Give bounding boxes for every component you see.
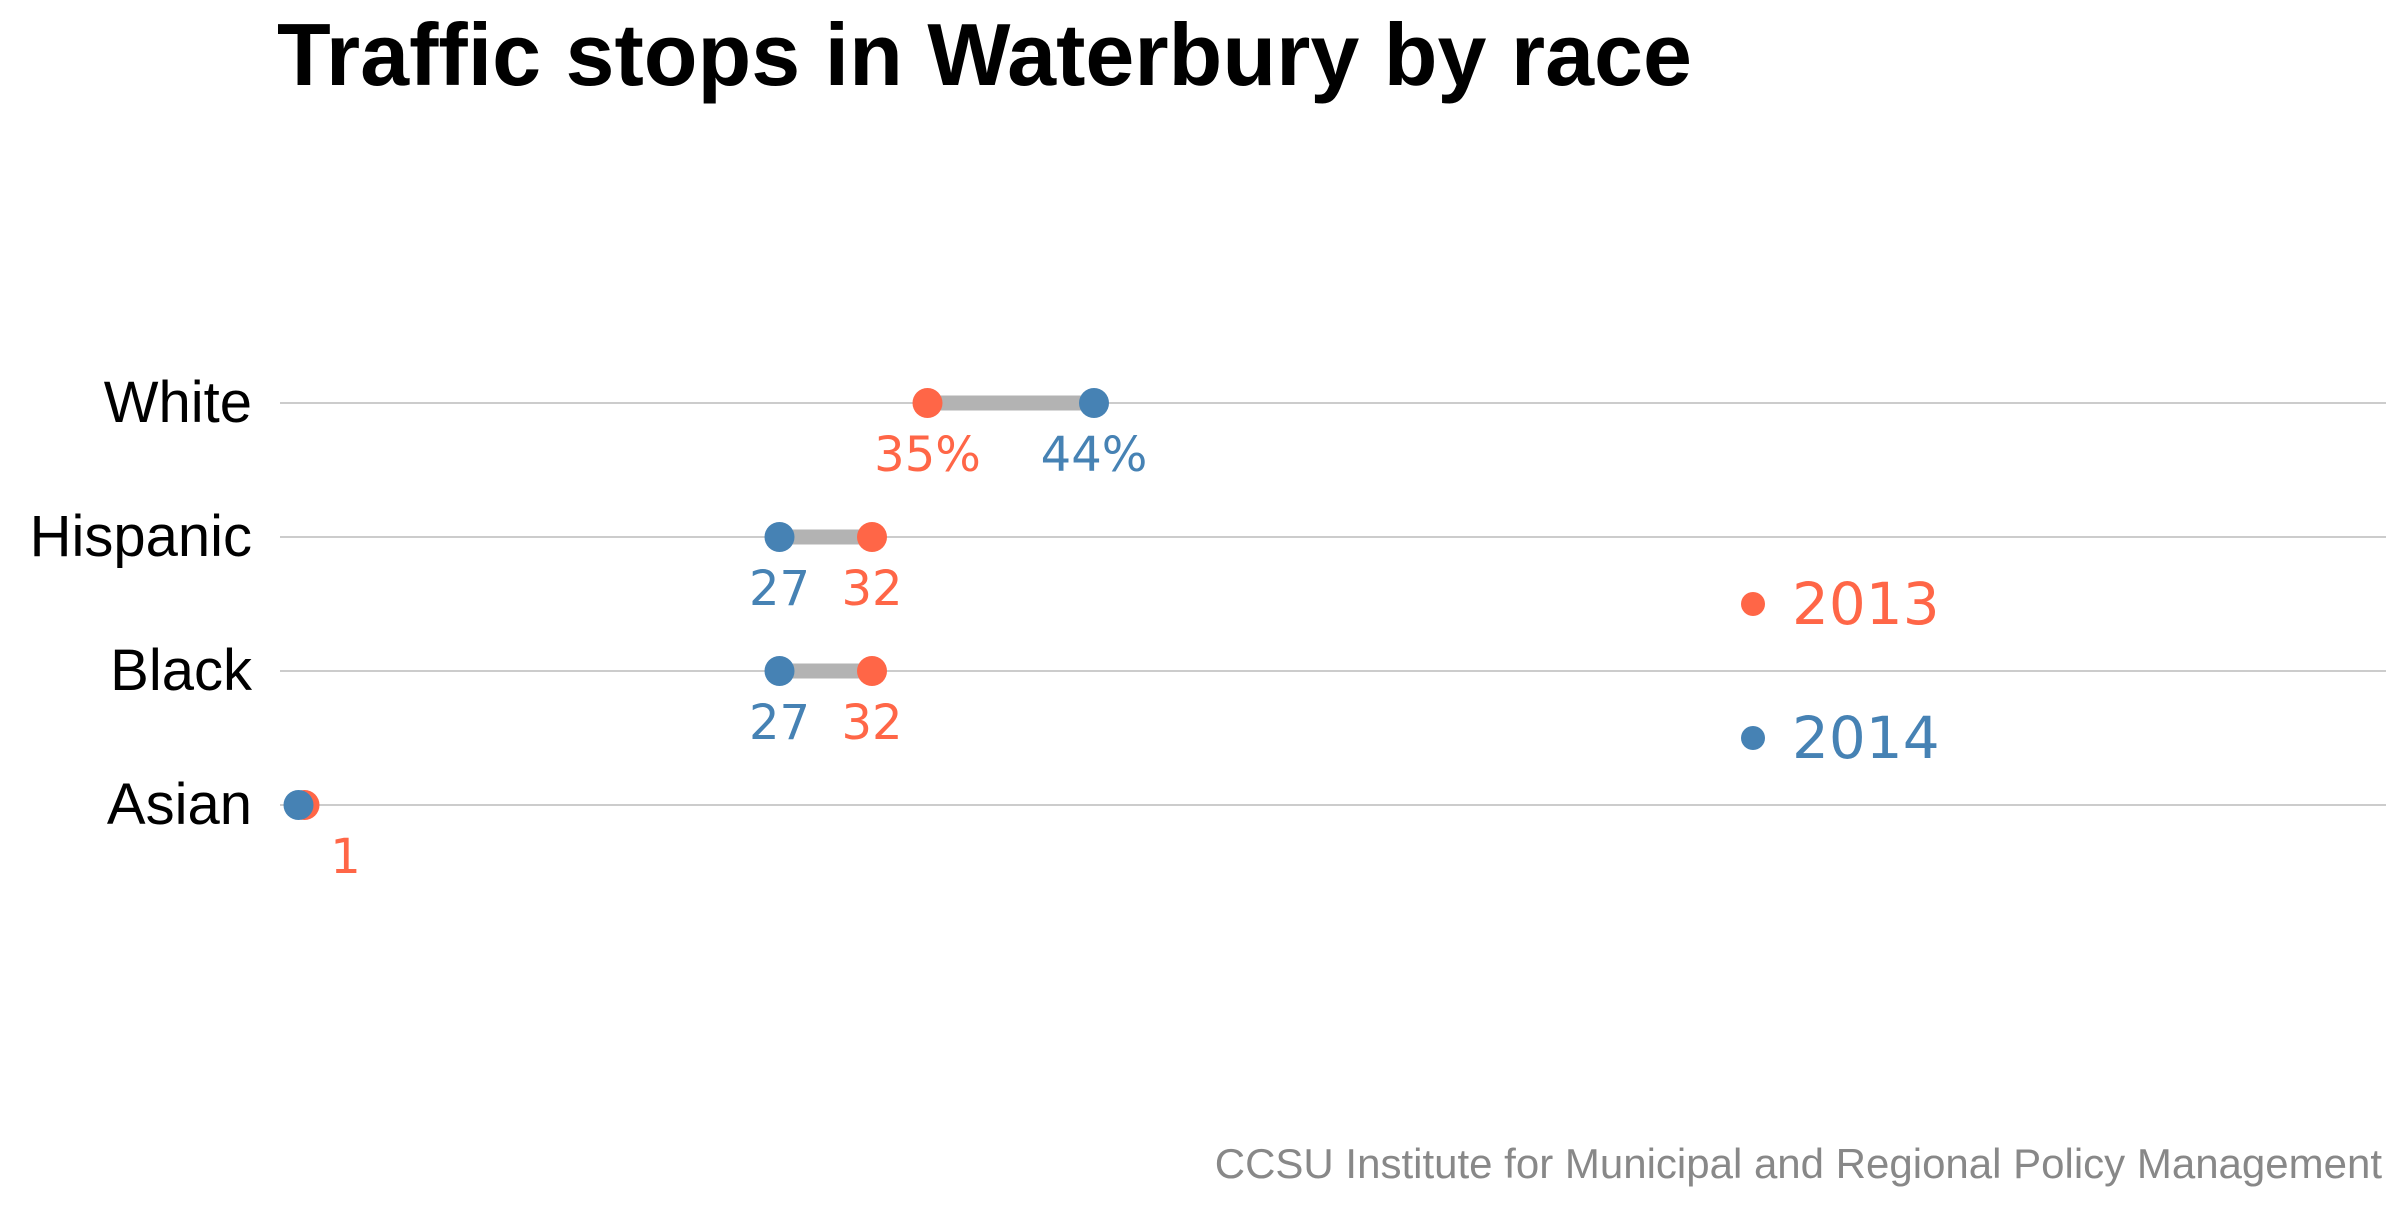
connectors	[779, 395, 1094, 679]
point-2014-black	[764, 656, 795, 686]
value-labels: 35% 44% 32 27 32 27 1	[330, 427, 1147, 885]
category-label-black: Black	[110, 638, 253, 703]
point-2014-white	[1079, 388, 1109, 418]
chart-title: Traffic stops in Waterbury by race	[277, 5, 1692, 104]
category-label-white: White	[104, 370, 252, 435]
legend: 2013 2014	[1741, 570, 1940, 772]
value-label-2014-black: 27	[749, 695, 810, 751]
legend-label-2013: 2013	[1792, 570, 1940, 638]
value-label-2013-black: 32	[841, 695, 902, 751]
gridlines	[280, 402, 2386, 806]
legend-marker-2014	[1741, 726, 1765, 750]
data-points	[283, 388, 1109, 820]
value-label-2013-asian: 1	[330, 829, 361, 885]
value-label-2014-hispanic: 27	[749, 561, 810, 617]
source-note: CCSU Institute for Municipal and Regiona…	[1215, 1140, 2383, 1187]
point-2014-hispanic	[764, 522, 795, 552]
legend-label-2014: 2014	[1792, 704, 1940, 772]
value-label-2014-white: 44%	[1041, 427, 1148, 483]
point-2013-hispanic	[857, 522, 887, 552]
legend-marker-2013	[1741, 592, 1765, 616]
value-label-2013-white: 35%	[874, 427, 981, 483]
category-label-asian: Asian	[107, 772, 252, 837]
point-2014-asian	[283, 790, 314, 820]
point-2013-black	[857, 656, 887, 686]
category-label-hispanic: Hispanic	[30, 504, 252, 569]
point-2013-white	[912, 388, 943, 418]
category-labels: White Hispanic Black Asian	[30, 370, 253, 837]
value-label-2013-hispanic: 32	[841, 561, 902, 617]
